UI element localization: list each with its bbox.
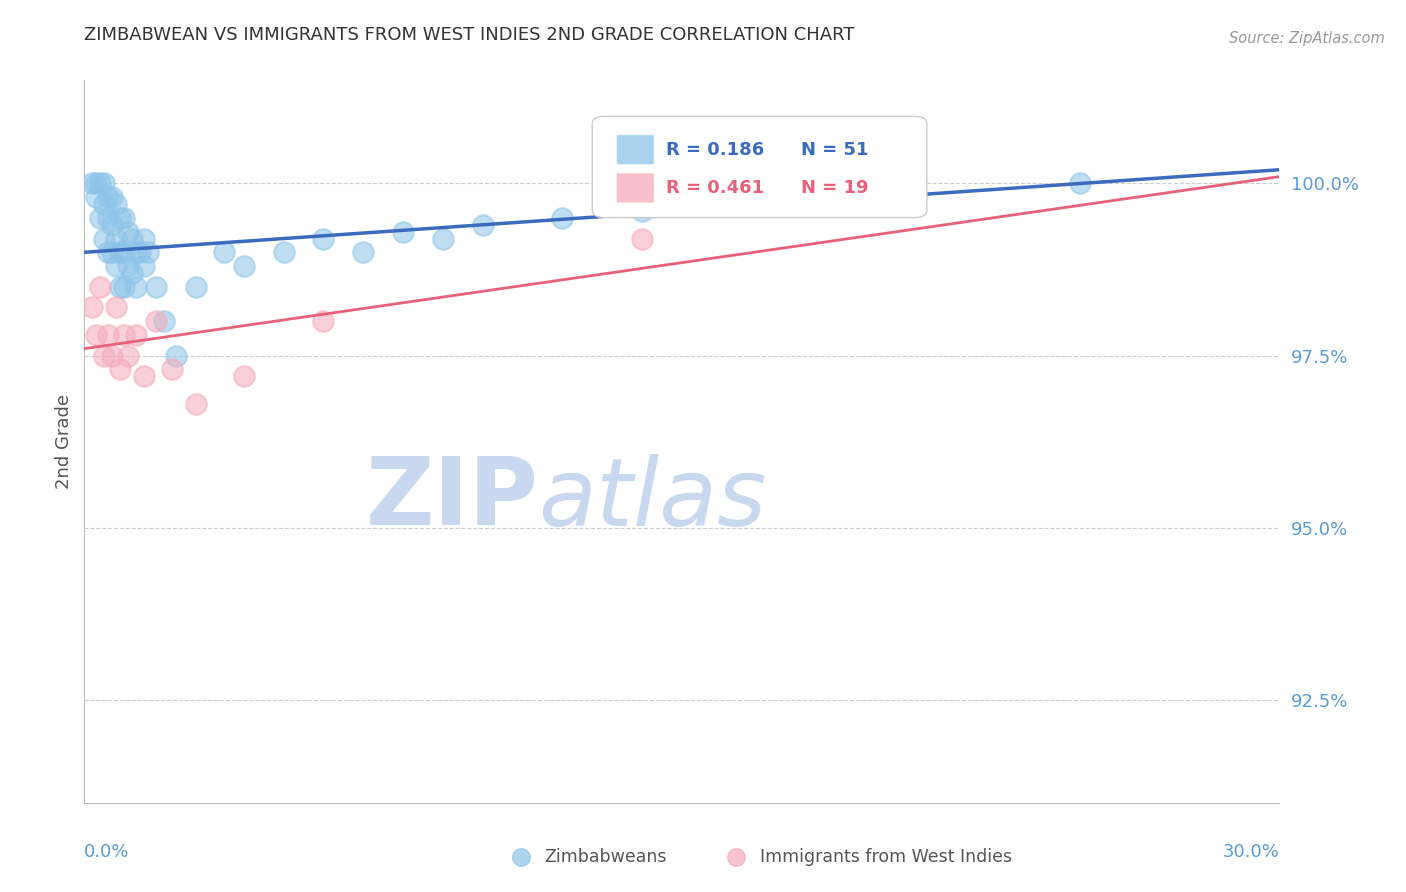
Point <box>184 397 207 411</box>
Point <box>432 231 454 245</box>
FancyBboxPatch shape <box>616 135 654 165</box>
Point <box>232 369 254 384</box>
Point <box>101 349 124 363</box>
FancyBboxPatch shape <box>616 173 654 203</box>
Point <box>110 245 132 260</box>
Point <box>232 259 254 273</box>
Text: Zimbabweans: Zimbabweans <box>544 848 666 866</box>
Point <box>790 183 813 197</box>
Text: ZIP: ZIP <box>366 453 538 545</box>
Text: N = 51: N = 51 <box>801 141 869 159</box>
Point <box>97 211 120 225</box>
Point <box>312 314 335 328</box>
Point <box>160 362 183 376</box>
Point <box>82 301 104 315</box>
Point <box>132 259 156 273</box>
Point <box>93 231 115 245</box>
Point <box>101 245 124 260</box>
Point <box>89 177 111 191</box>
Point <box>105 301 128 315</box>
Point <box>86 177 108 191</box>
Point <box>112 279 135 293</box>
Text: R = 0.186: R = 0.186 <box>666 141 765 159</box>
Text: atlas: atlas <box>538 454 766 545</box>
Point <box>129 245 152 260</box>
Text: 30.0%: 30.0% <box>1223 843 1279 861</box>
Point <box>117 349 139 363</box>
Point <box>273 245 295 260</box>
Point <box>121 266 143 280</box>
Point <box>631 231 654 245</box>
Point <box>89 211 111 225</box>
Text: ZIMBABWEAN VS IMMIGRANTS FROM WEST INDIES 2ND GRADE CORRELATION CHART: ZIMBABWEAN VS IMMIGRANTS FROM WEST INDIE… <box>84 26 855 44</box>
Point <box>86 327 108 342</box>
Point <box>312 231 335 245</box>
Point <box>212 245 235 260</box>
Text: N = 19: N = 19 <box>801 179 869 197</box>
Point <box>112 327 135 342</box>
Point <box>870 177 893 191</box>
Point <box>132 369 156 384</box>
Point <box>112 211 135 225</box>
Point <box>165 349 187 363</box>
Point <box>710 190 733 204</box>
Point <box>97 190 120 204</box>
Text: 0.0%: 0.0% <box>84 843 129 861</box>
Point <box>551 211 574 225</box>
Point <box>105 259 128 273</box>
Point <box>86 190 108 204</box>
Point <box>870 177 893 191</box>
Point <box>89 279 111 293</box>
Point <box>125 279 148 293</box>
Point <box>184 279 207 293</box>
Text: R = 0.461: R = 0.461 <box>666 179 765 197</box>
Point <box>93 177 115 191</box>
Point <box>117 225 139 239</box>
Point <box>105 231 128 245</box>
Point <box>97 327 120 342</box>
Point <box>352 245 374 260</box>
Point <box>93 349 115 363</box>
Text: Immigrants from West Indies: Immigrants from West Indies <box>759 848 1012 866</box>
Point <box>101 190 124 204</box>
Point <box>125 245 148 260</box>
Point <box>117 259 139 273</box>
Point <box>136 245 159 260</box>
Point <box>471 218 494 232</box>
Point <box>101 218 124 232</box>
Point <box>121 231 143 245</box>
Point <box>145 314 167 328</box>
Point <box>110 211 132 225</box>
Point <box>145 279 167 293</box>
Point <box>110 362 132 376</box>
FancyBboxPatch shape <box>592 117 927 218</box>
Point <box>631 204 654 219</box>
Point <box>97 245 120 260</box>
Point <box>125 327 148 342</box>
Text: Source: ZipAtlas.com: Source: ZipAtlas.com <box>1229 31 1385 46</box>
Point <box>110 279 132 293</box>
Point <box>82 177 104 191</box>
Y-axis label: 2nd Grade: 2nd Grade <box>55 394 73 489</box>
Point <box>153 314 176 328</box>
Point <box>392 225 415 239</box>
Point <box>105 197 128 211</box>
Point <box>112 245 135 260</box>
Point <box>132 231 156 245</box>
Point <box>1069 177 1091 191</box>
Point <box>93 197 115 211</box>
